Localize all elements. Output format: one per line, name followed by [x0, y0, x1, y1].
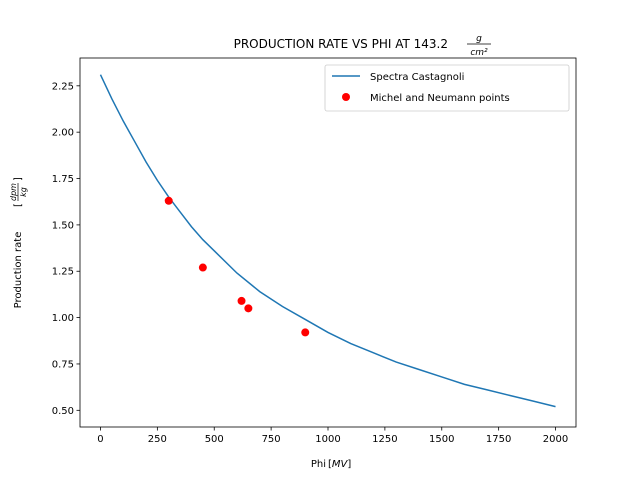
y-tick-label: 1.75 — [52, 174, 74, 185]
y-axis-unit-close-bracket: ] — [13, 177, 24, 181]
x-tick-label: 250 — [148, 434, 167, 445]
x-tick-label: 1500 — [429, 434, 454, 445]
x-tick-label: 500 — [205, 434, 224, 445]
data-point-michel-neumann — [237, 296, 246, 305]
x-tick-label: 1750 — [486, 434, 511, 445]
y-tick-label: 0.75 — [52, 359, 74, 370]
title-unit-numerator: g — [476, 34, 482, 44]
y-tick-label: 2.25 — [52, 81, 74, 92]
y-axis-unit-denominator: kg — [19, 187, 28, 197]
data-point-michel-neumann — [301, 328, 310, 337]
series-line-group — [99, 74, 556, 408]
x-axis-title: Phi — [311, 459, 326, 470]
legend-label-spectra-castagnoli: Spectra Castagnoli — [370, 72, 464, 83]
legend: Spectra Castagnoli Michel and Neumann po… — [324, 64, 570, 112]
x-tick-label: 2000 — [543, 434, 568, 445]
plot-frame — [79, 57, 577, 428]
series-points-group — [164, 196, 310, 337]
y-axis-title-group: Production rate [ dpm kg ] — [9, 177, 28, 308]
axis-ticks: 0 250 500 750 1000 1250 1500 1750 2000 0.50 0.75 1.… — [52, 81, 569, 445]
y-tick-label: 1.50 — [52, 220, 74, 231]
y-axis-unit-numerator: dpm — [9, 183, 18, 201]
legend-box — [324, 64, 570, 112]
series-line-spectra-castagnoli — [99, 74, 556, 408]
y-axis-unit-open-bracket: [ — [13, 203, 24, 207]
title-unit-denominator: cm² — [470, 48, 488, 58]
y-tick-label: 1.00 — [52, 313, 74, 324]
x-tick-label: 750 — [262, 434, 281, 445]
data-point-michel-neumann — [164, 196, 173, 205]
y-tick-label: 0.50 — [52, 406, 74, 417]
data-point-michel-neumann — [198, 263, 207, 272]
legend-marker-swatch — [342, 93, 350, 101]
chart-title: PRODUCTION RATE VS PHI AT 143.2 — [234, 37, 448, 51]
x-tick-label: 0 — [97, 434, 103, 445]
x-tick-label: 1250 — [372, 434, 397, 445]
data-point-michel-neumann — [244, 304, 253, 313]
y-axis-title: Production rate — [13, 232, 24, 309]
x-axis-unit: [MV] — [328, 459, 351, 470]
x-tick-label: 1000 — [315, 434, 340, 445]
y-tick-label: 1.25 — [52, 267, 74, 278]
y-tick-label: 2.00 — [52, 128, 74, 139]
legend-label-michel-neumann: Michel and Neumann points — [370, 93, 510, 104]
